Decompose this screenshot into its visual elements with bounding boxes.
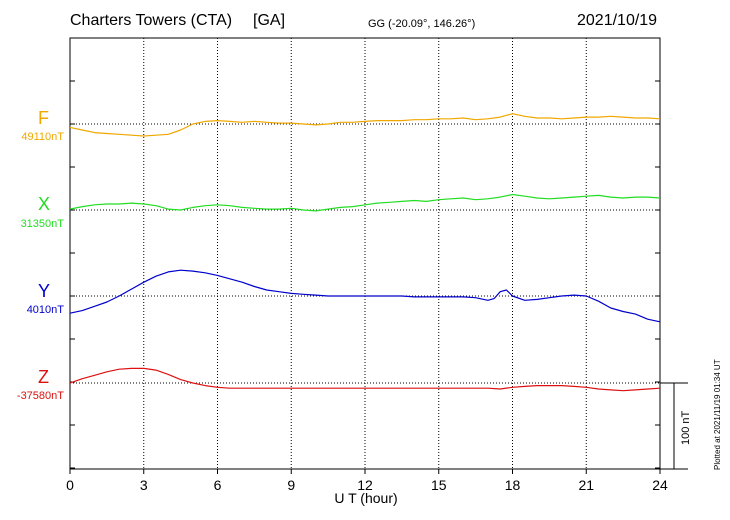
x-tick-label: 24 [652, 477, 668, 493]
grid [70, 38, 660, 469]
x-tick-label: 18 [505, 477, 521, 493]
series-name-y: Y [38, 281, 51, 301]
x-tick-label: 12 [357, 477, 373, 493]
series-line-x [69, 193, 661, 212]
scale-bar-label: 100 nT [680, 410, 692, 445]
x-tick-label: 15 [431, 477, 447, 493]
network-tag: [GA] [253, 12, 286, 29]
series-baseline-y: 4010nT [26, 304, 64, 316]
date-label: 2021/10/19 [577, 12, 658, 29]
x-tick-label: 9 [287, 477, 295, 493]
x-tick-label: 3 [140, 477, 148, 493]
x-tick-label: 21 [578, 477, 594, 493]
x-axis-ticks: 0 3 6 9 12 15 18 21 24 [66, 469, 668, 493]
x-tick-label: 6 [214, 477, 222, 493]
series-name-z: Z [38, 367, 49, 387]
scale-bar [660, 382, 688, 470]
coordinates: GG (-20.09°, 146.26°) [368, 18, 476, 30]
series-line-f [69, 113, 661, 137]
series-name-f: F [38, 108, 49, 128]
series-baseline-z: -37580nT [16, 390, 64, 402]
x-tick-label: 0 [66, 477, 74, 493]
series-lines [69, 113, 661, 392]
plotted-timestamp: Plotted at 2021/11/19 01:34 UT [713, 359, 722, 470]
station-name: Charters Towers (CTA) [70, 12, 233, 29]
x-axis-label: U T (hour) [334, 490, 397, 506]
series-baseline-f: 49110nT [21, 131, 64, 143]
series-line-y [69, 269, 661, 323]
series-baseline-x: 31350nT [20, 218, 64, 230]
series-line-z [69, 367, 661, 392]
series-name-x: X [38, 194, 51, 214]
